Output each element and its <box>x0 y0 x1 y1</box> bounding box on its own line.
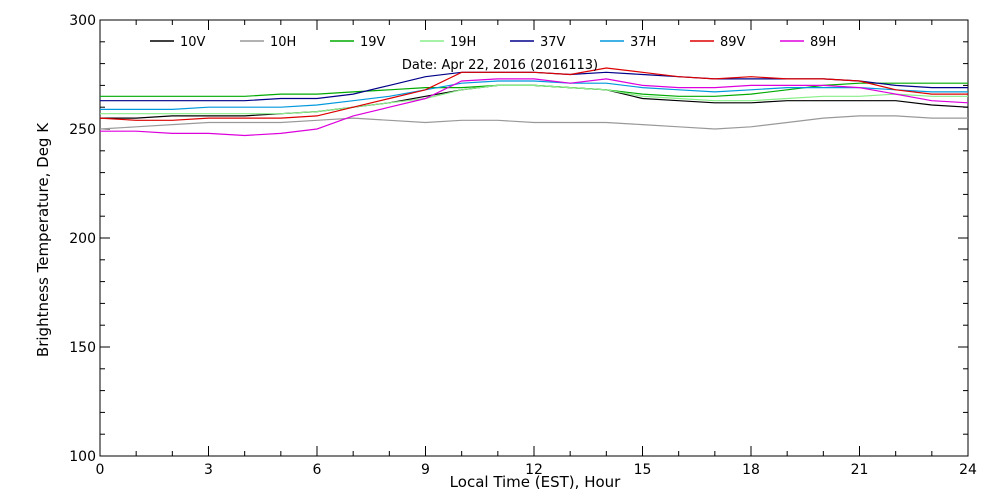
x-tick-label: 0 <box>96 462 105 478</box>
y-tick-label: 100 <box>69 449 96 465</box>
y-axis-title: Brightness Temperature, Deg K <box>34 122 52 357</box>
series-line-89h <box>100 78 969 137</box>
series-lines <box>99 67 969 137</box>
x-tick-label: 18 <box>742 462 760 478</box>
legend-label-89v: 89V <box>720 35 746 50</box>
y-tick-label: 250 <box>69 122 96 138</box>
x-tick-label: 12 <box>525 462 543 478</box>
x-tick-label: 24 <box>959 462 977 478</box>
legend-label-19v: 19V <box>360 35 386 50</box>
date-label: Date: Apr 22, 2016 (2016113) <box>402 58 598 73</box>
series-line-10h <box>99 115 968 130</box>
legend-label-10h: 10H <box>270 35 296 50</box>
legend-label-10v: 10V <box>180 35 206 50</box>
legend-label-37h: 37H <box>630 35 656 50</box>
x-tick-label: 6 <box>313 462 322 478</box>
y-tick-label: 300 <box>69 13 96 29</box>
legend-label-89h: 89H <box>810 35 836 50</box>
legend-label-37v: 37V <box>540 35 566 50</box>
series-line-19h <box>100 84 968 115</box>
series-line-89v <box>99 67 968 121</box>
y-tick-label: 200 <box>69 231 96 247</box>
y-tick-label: 150 <box>69 340 96 356</box>
legend-label-19h: 19H <box>450 35 476 50</box>
series-line-37h <box>100 80 968 111</box>
legend: 10V 10H 19V 19H 37V 37H 89V 89H <box>150 35 836 50</box>
x-tick-label: 15 <box>634 462 652 478</box>
x-axis-title: Local Time (EST), Hour <box>450 473 621 491</box>
x-tick-label: 9 <box>421 462 430 478</box>
x-tick-label: 21 <box>851 462 869 478</box>
axes: 0 3 6 9 12 15 18 21 24 100 150 200 250 300 <box>69 13 977 478</box>
x-tick-label: 3 <box>204 462 213 478</box>
